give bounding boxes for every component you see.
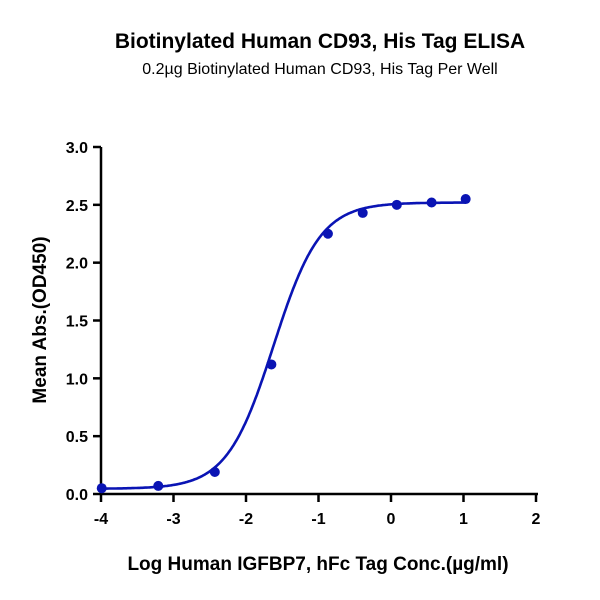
y-tick-label: 2.0 xyxy=(66,256,88,273)
data-point xyxy=(460,194,471,205)
fit-curve xyxy=(101,201,466,490)
data-point xyxy=(153,480,164,491)
x-tick-label: 0 xyxy=(387,511,396,528)
data-point xyxy=(391,199,402,210)
data-point xyxy=(426,197,437,208)
x-tick-label: -1 xyxy=(311,511,325,528)
y-axis-label: Mean Abs.(OD450) xyxy=(30,236,51,403)
y-tick-label: 1.0 xyxy=(66,371,88,388)
x-tick-label: -2 xyxy=(239,511,253,528)
data-point xyxy=(322,228,333,239)
data-point xyxy=(357,207,368,218)
y-tick-label: 2.5 xyxy=(66,198,88,215)
chart-subtitle: 0.2µg Biotinylated Human CD93, His Tag P… xyxy=(142,61,498,78)
data-point xyxy=(96,483,107,494)
y-tick-label: 0.5 xyxy=(66,429,88,446)
axes: -4 -3 -2 -1 0 1 2 0.0 0.5 1.0 1.5 2.0 2.5 3.0 xyxy=(66,140,541,528)
data-points xyxy=(96,194,471,494)
x-axis-label: Log Human IGFBP7, hFc Tag Conc.(µg/ml) xyxy=(127,554,508,575)
x-tick-label: 2 xyxy=(532,511,541,528)
x-tick-label: 1 xyxy=(459,511,468,528)
chart-title: Biotinylated Human CD93, His Tag ELISA xyxy=(114,30,526,53)
x-tick-label: -4 xyxy=(94,511,108,528)
y-tick-label: 3.0 xyxy=(66,140,88,157)
x-tick-label: -3 xyxy=(166,511,180,528)
y-tick-label: 0.0 xyxy=(66,487,88,504)
y-tick-label: 1.5 xyxy=(66,314,88,331)
data-point xyxy=(209,467,220,478)
data-point xyxy=(266,359,277,370)
